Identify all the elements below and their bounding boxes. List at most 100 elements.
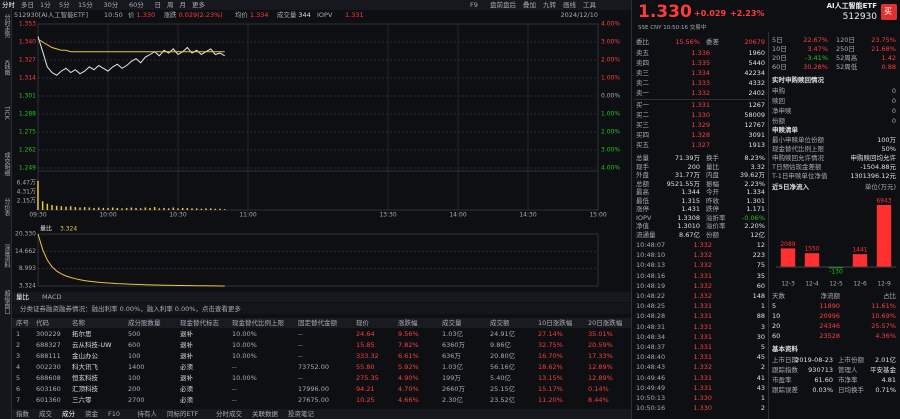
bottom-tab[interactable]: 同标的ETF	[167, 410, 199, 418]
bottom-tab[interactable]: 指数	[16, 410, 29, 418]
panel-divider	[631, 0, 632, 419]
buy-label[interactable]: 买	[884, 7, 892, 16]
bottom-tab[interactable]: 成交	[39, 410, 52, 418]
toolbar-tab[interactable]: 1分	[40, 1, 51, 9]
table-cell: 10.00%	[232, 341, 257, 349]
table-cell: 1.03亿	[442, 330, 463, 338]
trade-price: 1.332	[693, 363, 712, 372]
toolbar-tab[interactable]: 5分	[59, 1, 70, 9]
table-cell: 4.90%	[398, 374, 419, 382]
bottom-tab[interactable]: 关联数据	[252, 410, 278, 418]
y-tick-label: 1.327	[19, 57, 36, 64]
indicator-tab[interactable]: 量比	[16, 293, 29, 301]
price: 1.330	[638, 2, 692, 22]
side-tab[interactable]: 超级盘口	[3, 290, 10, 314]
y-tick-label: 1.314	[19, 75, 36, 82]
bottom-tab[interactable]: 成分	[62, 410, 75, 418]
value-label: 2089	[780, 241, 795, 248]
trade-time: 10:48:10	[636, 251, 666, 260]
table-cell: 4.70%	[398, 385, 419, 393]
toolbar-tab[interactable]: 15分	[78, 1, 93, 9]
y2-tick-label: 4.00%	[601, 165, 620, 172]
table-cell: 2660万	[442, 385, 466, 393]
side-tab[interactable]: 分价表	[3, 198, 10, 216]
y-tick-label: 8.993	[19, 265, 36, 272]
book-label: 委比	[636, 38, 649, 46]
side-tab[interactable]: TICK	[3, 106, 10, 120]
indicator-tab[interactable]: MACD	[42, 293, 62, 301]
table-cell: 6.61%	[398, 352, 419, 360]
side-tab[interactable]: 成交明细	[3, 152, 10, 176]
stat-value: 39.62万	[739, 171, 765, 179]
book-price: 1.329	[691, 121, 710, 129]
toolbar-tab[interactable]: 周	[167, 1, 174, 9]
tool-button[interactable]: 工具	[583, 1, 596, 9]
table-cell: 7.82%	[398, 341, 419, 349]
toolbar-tab[interactable]: 日	[154, 1, 162, 9]
row-label: 净申赎	[772, 107, 792, 115]
trade-time: 10:48:31	[636, 322, 666, 331]
side-tab[interactable]: 深度资料	[3, 244, 10, 268]
table-header: 固定替代金额	[298, 319, 337, 327]
x-tick-label: 14:30	[519, 212, 536, 219]
quote-value: 1.331	[345, 11, 364, 19]
toolbar-tab[interactable]: 分时	[2, 1, 15, 9]
trade-price: 1.332	[693, 251, 712, 260]
tool-button[interactable]: 画线	[563, 1, 576, 9]
table-cell: 9.56%	[398, 330, 419, 338]
toolbar-tab[interactable]: 多日	[21, 1, 34, 9]
side-tab[interactable]: 分时走势	[3, 14, 10, 38]
side-tab[interactable]: K线图	[3, 60, 10, 76]
trade-volume: 60	[756, 281, 765, 290]
book-level: 卖四	[636, 59, 649, 67]
toolbar-tab[interactable]: 60分	[129, 1, 144, 9]
y-tick-label: 1.340	[19, 39, 36, 46]
tool-button[interactable]: 盘前盘后	[490, 1, 516, 9]
book-level: 卖一	[636, 89, 649, 97]
trade-volume: 1	[760, 302, 765, 311]
volume-tick-label: 4.31万	[17, 189, 36, 196]
quote-label: 均价	[234, 11, 248, 19]
buy-button[interactable]	[881, 4, 897, 20]
table-cell: --	[232, 385, 237, 393]
stat-value: 1.431	[681, 205, 700, 213]
book-value: 15.56%	[675, 38, 700, 46]
notice[interactable]: 分类证券融资融券情况：融出利率 0.00%，融入利率 0.00%，点击查看更多	[20, 305, 241, 313]
bottom-tab[interactable]: F10	[108, 410, 121, 418]
row-value: 0	[891, 87, 896, 95]
x-tick-label: 12-3	[781, 281, 795, 288]
bottom-tab[interactable]: 资金	[85, 410, 98, 418]
flow-cell: 11.61%	[871, 302, 896, 310]
table-cell: 15.85	[356, 341, 375, 349]
bottom-tab[interactable]: 投资笔记	[288, 410, 314, 418]
value-label: 1441	[852, 247, 867, 254]
section-title: 实时申购赎回情况	[772, 76, 824, 84]
stat-label: 换手	[706, 154, 719, 162]
stat-value: 12亿	[750, 230, 765, 239]
row-value: 2019-08-23	[795, 356, 833, 364]
bottom-tab[interactable]: 分时成交	[216, 410, 242, 418]
book-price: 1.330	[691, 111, 710, 119]
toolbar-tab[interactable]: 30分	[103, 1, 119, 9]
tool-button[interactable]: F9	[470, 1, 478, 9]
row-label: 份额	[772, 117, 785, 125]
book-level: 买一	[636, 101, 649, 109]
y-tick-label: 3.324	[19, 283, 36, 290]
table-cell: 金山办公	[72, 352, 98, 360]
toolbar-tab[interactable]: 月	[179, 1, 187, 9]
y2-tick-label: 4.00%	[601, 21, 620, 28]
tool-button[interactable]: 九转	[543, 1, 556, 9]
trade-volume: 148	[752, 292, 765, 300]
table-cell: 13.15%	[538, 374, 563, 382]
perf-value: 1.42	[881, 54, 896, 62]
stat-label: 净值	[636, 222, 649, 230]
tool-button[interactable]: 叠加	[523, 1, 536, 9]
book-price: 1.335	[691, 59, 710, 67]
trade-price: 1.331	[693, 271, 712, 280]
row-value: 0.71%	[875, 386, 896, 394]
book-volume: 5440	[748, 59, 765, 67]
bottom-tab[interactable]: 持有人	[137, 410, 158, 418]
toolbar-tab[interactable]: 更多	[192, 1, 205, 9]
table-header: 20日涨跌幅	[588, 319, 623, 327]
book-price: 1.331	[691, 101, 710, 109]
